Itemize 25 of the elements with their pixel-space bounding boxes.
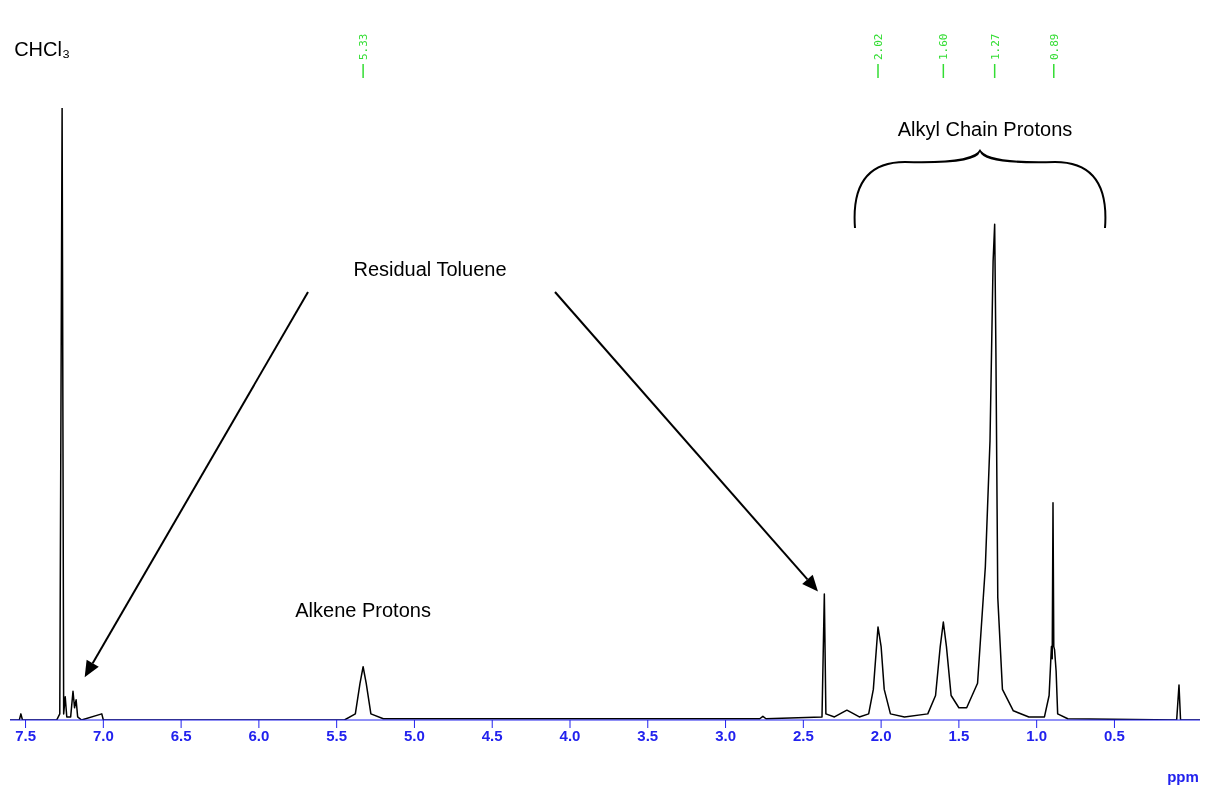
x-tick-label: 3.0 xyxy=(715,726,736,744)
x-tick-label: 0.5 xyxy=(1104,726,1125,744)
x-tick-label: 3.5 xyxy=(637,726,659,744)
x-tick-label: 5.0 xyxy=(404,726,425,744)
x-tick-label: 1.0 xyxy=(1026,726,1048,744)
annotation: 1.27 xyxy=(988,33,1002,60)
x-tick-label: 6.0 xyxy=(248,726,270,744)
annotation: Residual Toluene xyxy=(353,258,507,280)
x-tick-label: 1.5 xyxy=(948,726,970,744)
x-tick-label: 2.0 xyxy=(870,726,892,744)
annotation: 5.33 xyxy=(357,33,371,60)
x-tick-label: 2.5 xyxy=(792,726,814,744)
annotation: 2.02 xyxy=(872,33,885,60)
x-axis-title: ppm xyxy=(1167,768,1199,785)
annotation: CHCl₃ xyxy=(14,38,71,60)
x-tick-label: 5.5 xyxy=(326,726,348,744)
annotation: 0.89 xyxy=(1047,33,1061,60)
x-tick-label: 4.0 xyxy=(559,726,581,744)
annotation: Alkene Protons xyxy=(295,598,431,621)
x-tick-label: 7.5 xyxy=(15,726,36,744)
x-tick-label: 4.5 xyxy=(481,726,503,744)
x-tick-label: 7.0 xyxy=(92,726,114,744)
annotation: 1.60 xyxy=(937,33,951,60)
annotation: Alkyl Chain Protons xyxy=(897,118,1073,140)
x-tick-label: 6.5 xyxy=(170,726,192,744)
